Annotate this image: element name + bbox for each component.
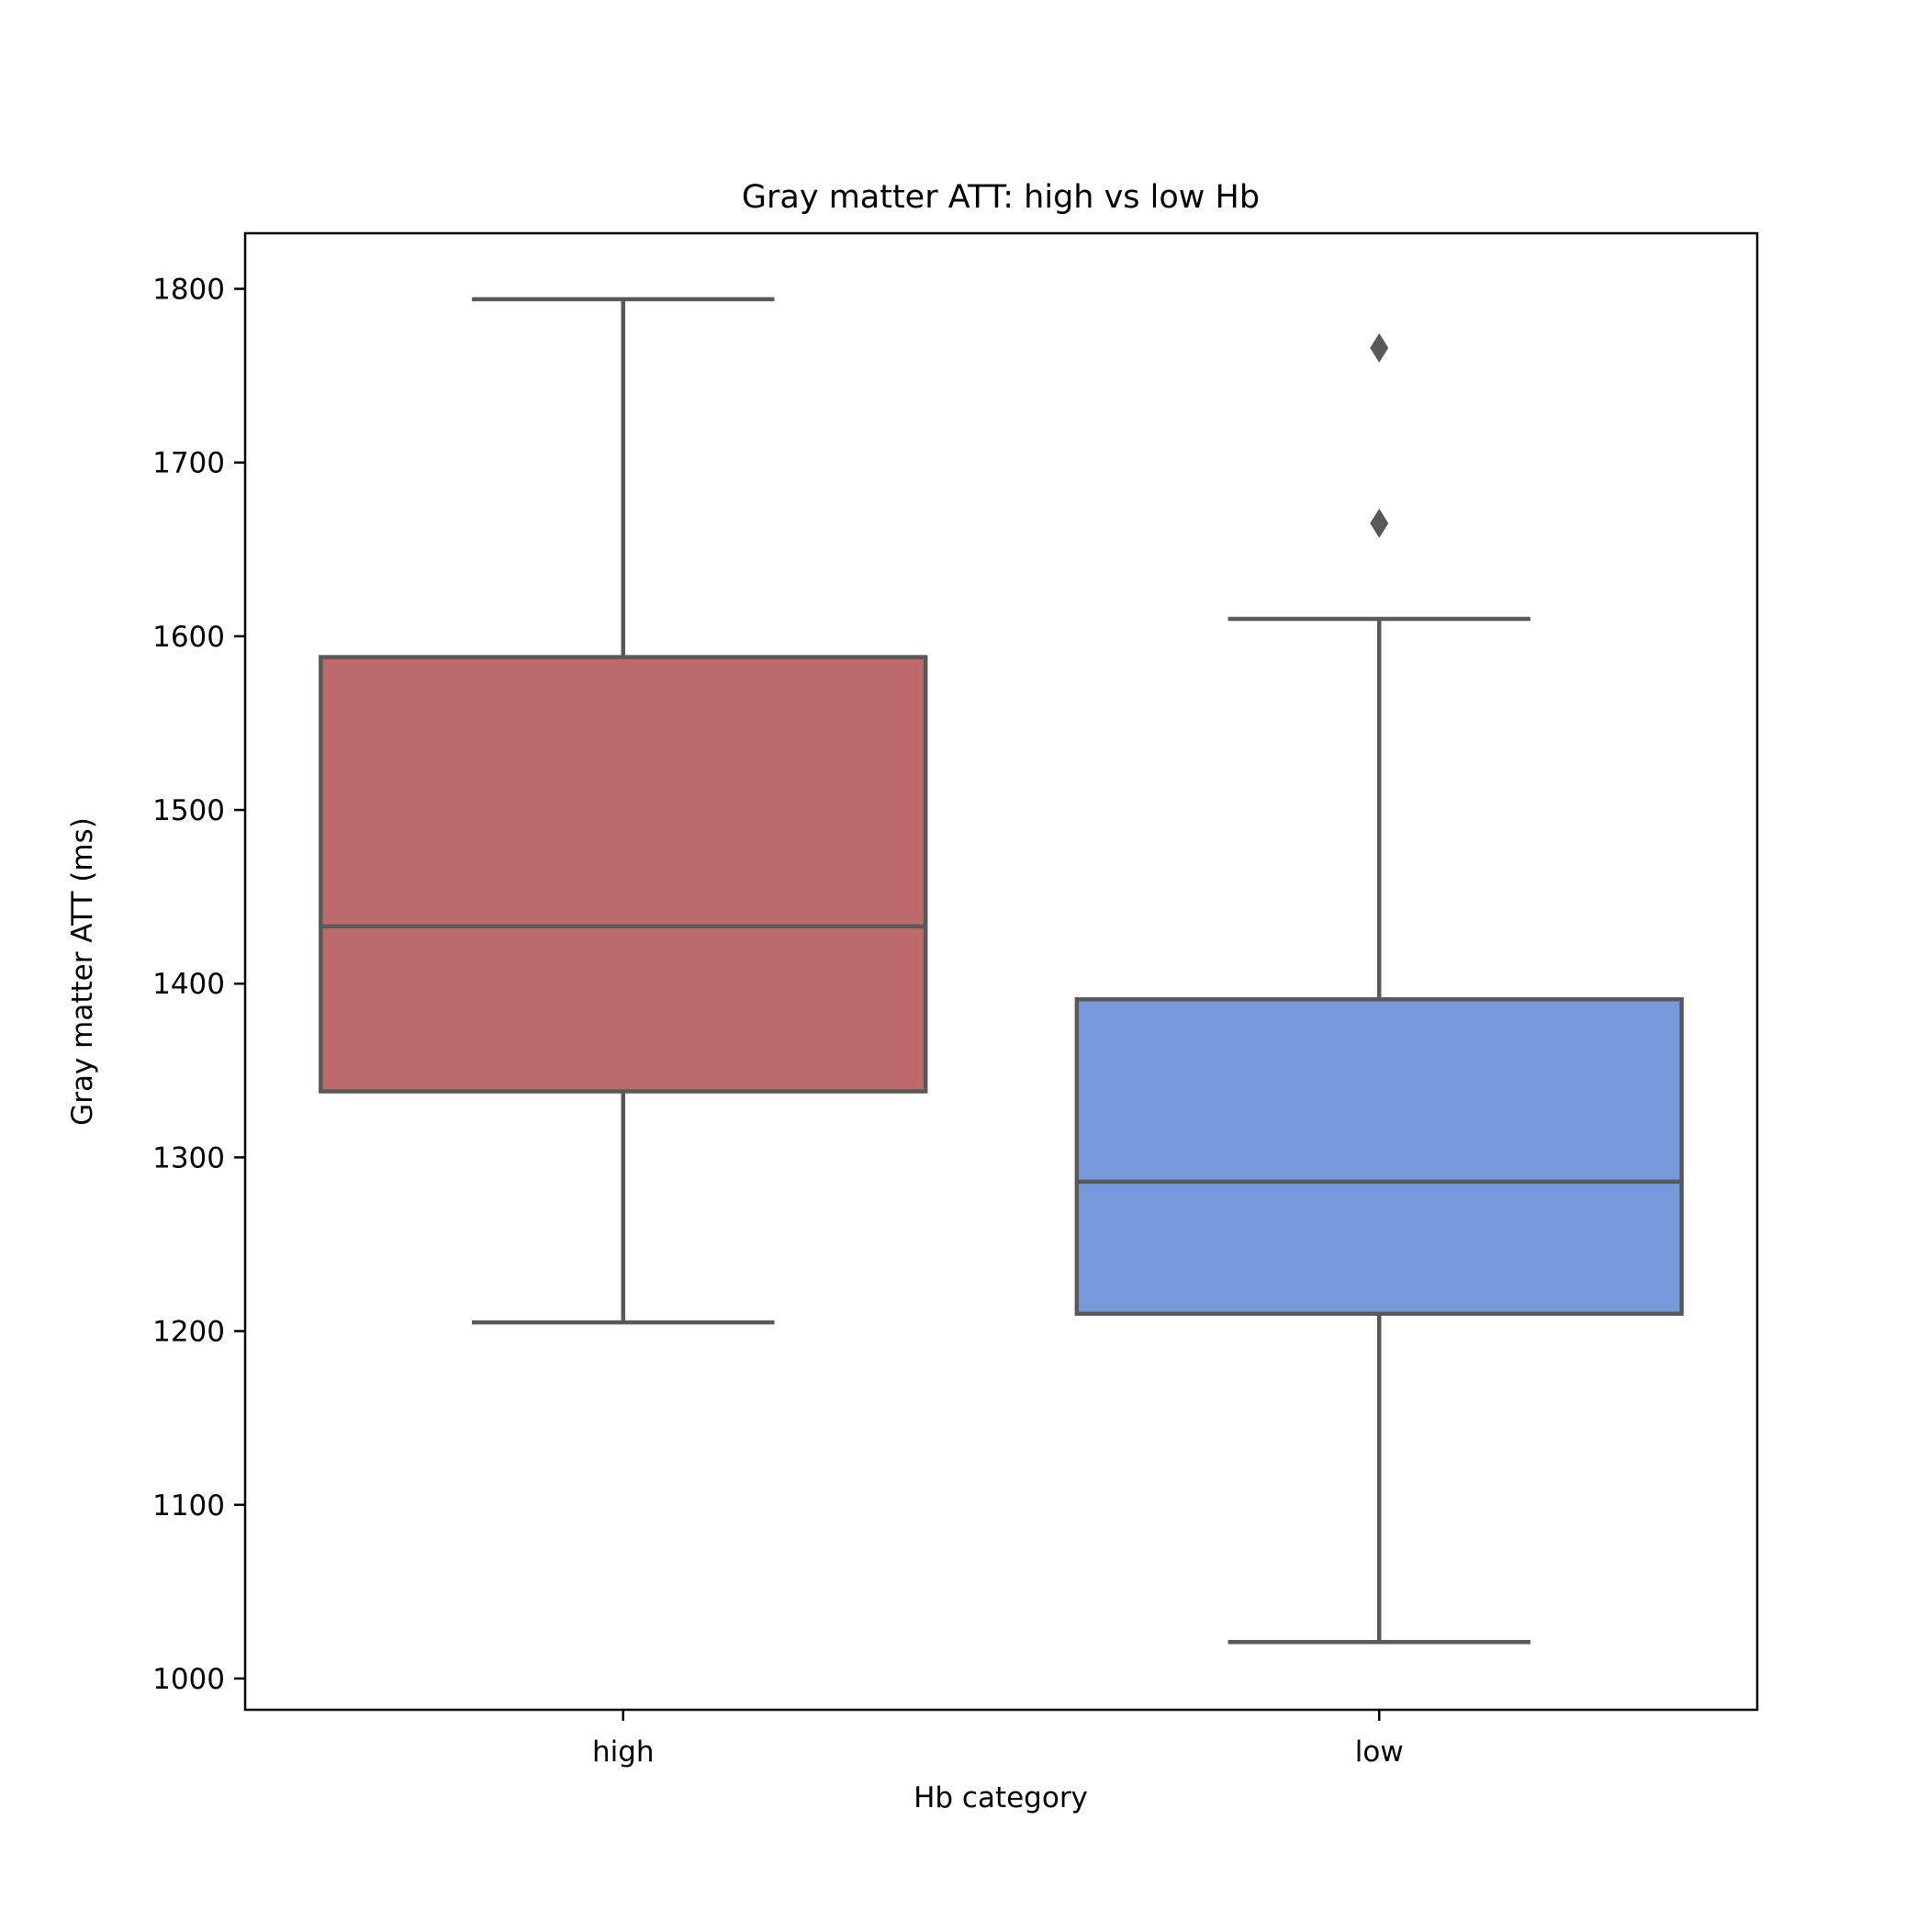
y-tick-label-1600: 1600 (152, 621, 225, 654)
chart-title: Gray matter ATT: high vs low Hb (742, 179, 1260, 216)
x-tick-label-low: low (1355, 1735, 1404, 1769)
box-high (319, 655, 928, 1094)
y-tick-label-1500: 1500 (152, 794, 225, 827)
y-tick-label-1300: 1300 (152, 1141, 225, 1174)
y-tick-label-1800: 1800 (152, 274, 225, 307)
plot-frame (243, 231, 1759, 1712)
y-tick-label-1700: 1700 (152, 447, 225, 480)
x-tick-label-high: high (592, 1735, 655, 1769)
box-low (1074, 997, 1684, 1316)
outlier-point-low-2 (1370, 332, 1389, 363)
x-axis-label: Hb category (914, 1781, 1088, 1814)
axis-layer: 1000 1100 1200 1300 1400 1500 1600 1700 1800 high… (152, 231, 1759, 1769)
y-tick-label-1000: 1000 (152, 1663, 225, 1696)
plot-layer (319, 297, 1684, 1645)
y-tick-label-1100: 1100 (152, 1489, 225, 1522)
y-axis-label: Gray matter ATT (ms) (66, 817, 99, 1126)
outlier-point-low-1 (1370, 508, 1389, 538)
y-tick-label-1400: 1400 (152, 968, 225, 1001)
y-tick-label-1200: 1200 (152, 1316, 225, 1349)
